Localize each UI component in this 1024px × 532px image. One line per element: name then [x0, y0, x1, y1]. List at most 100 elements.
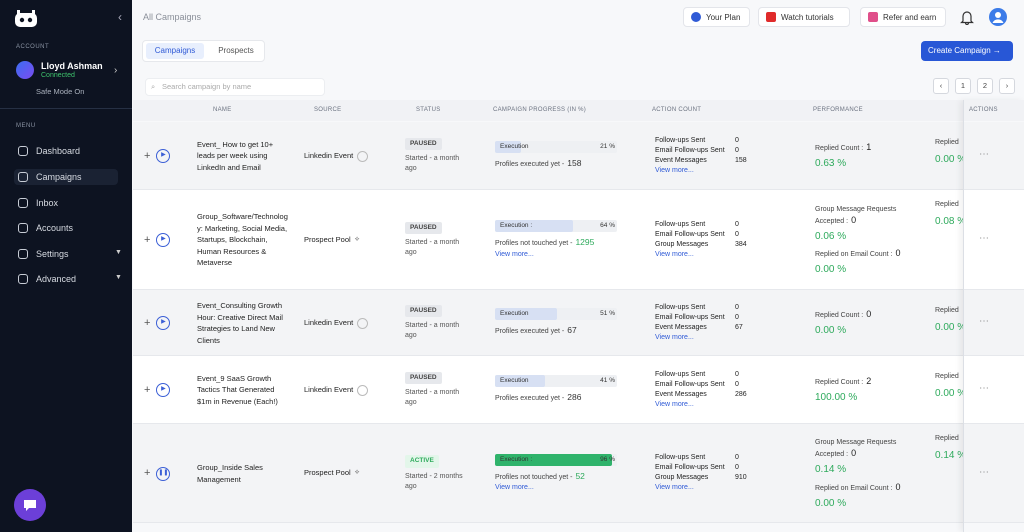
menu-item[interactable]: Advanced — [18, 274, 76, 284]
header-button[interactable]: Your Plan — [683, 7, 750, 27]
action-count-cell: Follow-ups Sent 0 Email Follow-ups Sent 0 Gr… — [655, 424, 775, 523]
table-row: + ❚❚ Group_Inside Sales Management Prospect… — [133, 424, 1024, 523]
action-label: Event Messages — [655, 156, 707, 164]
table-row: + ▶ Event_Consulting Growth Hour: Creative… — [133, 290, 1024, 356]
expand[interactable]: + — [144, 467, 151, 480]
expand[interactable]: + — [144, 149, 151, 162]
view-more[interactable]: View more... — [495, 250, 534, 258]
header-button[interactable]: Refer and earn — [860, 7, 946, 27]
action-item: Email Follow-ups Sent 0 — [655, 463, 775, 473]
progress-note-label: Profiles executed yet - — [495, 161, 565, 169]
menu-item[interactable]: Campaigns — [14, 169, 118, 185]
menu-icon — [18, 223, 28, 233]
action-item: Event Messages 286 — [655, 390, 775, 400]
performance-rate: 0.06 % — [815, 230, 847, 242]
bell[interactable] — [960, 9, 974, 25]
action-item: Follow-ups Sent 0 — [655, 453, 775, 463]
action-count: 67 — [735, 323, 743, 331]
page-number[interactable]: 1 — [955, 78, 971, 94]
action-item: Follow-ups Sent 0 — [655, 136, 775, 146]
campaign-name: Group_Inside Sales Management — [197, 463, 263, 484]
row-menu[interactable]: ⋯ — [979, 233, 989, 244]
menu-label: MENU — [16, 123, 36, 129]
menu-item[interactable]: Settings — [18, 249, 69, 259]
header-icon — [868, 12, 878, 22]
table-row: + ▶ Event_9 SaaS Growth Tactics That Gener… — [133, 356, 1024, 424]
source-label: Linkedin Event — [304, 150, 354, 160]
pause-button[interactable]: ❚❚ — [156, 466, 171, 481]
play-button[interactable]: ▶ — [156, 233, 171, 247]
action-count: 384 — [735, 240, 747, 248]
row-menu[interactable]: ⋯ — [979, 383, 989, 394]
menu-item[interactable]: Inbox — [18, 198, 58, 208]
progress-bar — [495, 375, 546, 388]
column-header: STATUS — [416, 107, 441, 113]
tab[interactable]: Prospects — [218, 46, 254, 55]
action-count: 158 — [735, 156, 747, 164]
name-cell: Group_Inside Sales Management — [197, 424, 289, 523]
progress-bar — [495, 453, 613, 466]
performance-2-label: Replied — [935, 201, 959, 208]
tab-active[interactable]: Campaigns — [146, 43, 204, 59]
action-label: Email Follow-ups Sent — [655, 230, 725, 238]
search[interactable]: ⌕ Search campaign by name — [145, 78, 325, 96]
menu-label: Campaigns — [36, 172, 82, 182]
source-label: Linkedin Event — [304, 317, 354, 327]
performance-rate: 0.00 % — [815, 264, 847, 275]
page-number[interactable]: 2 — [977, 78, 993, 94]
progress-note: Profiles executed yet -158 — [495, 158, 620, 171]
column-header: PERFORMANCE — [813, 107, 863, 113]
name-cell: Event_9 SaaS Growth Tactics That Generat… — [197, 356, 289, 424]
page-next[interactable]: › — [999, 78, 1015, 94]
view-more[interactable]: View more... — [655, 484, 694, 492]
expand[interactable]: + — [144, 233, 151, 246]
performance-2-rate: 0.00 % — [935, 387, 963, 399]
campaign-name: Group_Software/Technology: Marketing, So… — [197, 212, 288, 268]
profile-avatar[interactable] — [989, 8, 1007, 26]
performance-2-label: Replied — [935, 139, 959, 146]
source-label: Prospect Pool — [304, 468, 351, 478]
view-more[interactable]: View more... — [655, 250, 694, 258]
source: Prospect Pool ⟡ — [304, 235, 399, 246]
action-count: 0 — [735, 303, 739, 311]
performance-label-text: Replied Count : — [815, 145, 864, 153]
action-item: Email Follow-ups Sent 0 — [655, 313, 775, 323]
row-menu[interactable]: ⋯ — [979, 466, 989, 478]
view-more[interactable]: View more... — [655, 333, 694, 341]
expand[interactable]: + — [144, 383, 151, 396]
row-controls: + ▶ — [144, 356, 184, 424]
action-count: 0 — [735, 313, 739, 321]
performance-label-text: Replied Count : — [815, 312, 864, 320]
progress-track: Execution 51 % — [495, 308, 617, 321]
play-button[interactable]: ▶ — [156, 316, 171, 330]
collapse[interactable]: ‹ — [118, 10, 122, 24]
expand[interactable]: + — [144, 316, 151, 329]
menu-item[interactable]: Dashboard — [18, 146, 80, 156]
account-arrow[interactable]: › — [114, 65, 118, 76]
progress-note: Profiles executed yet -67 — [495, 325, 620, 338]
play-button[interactable]: ▶ — [156, 149, 171, 163]
menu-icon — [18, 274, 28, 284]
performance-2-cell: Replied 0.00 % — [935, 356, 963, 424]
row-menu[interactable]: ⋯ — [979, 316, 989, 327]
progress-cell: Execution 51 % Profiles executed yet -67 — [495, 290, 620, 356]
menu-label: Settings — [36, 249, 69, 259]
page-prev[interactable]: ‹ — [933, 78, 949, 94]
performance-label: Replied Count :1 — [815, 142, 915, 154]
row-menu[interactable]: ⋯ — [979, 149, 989, 160]
progress-label: Execution — [500, 310, 529, 318]
menu-item[interactable]: Accounts — [18, 223, 73, 233]
play-button[interactable]: ▶ — [156, 383, 171, 397]
view-more[interactable]: View more... — [655, 166, 694, 174]
create-campaign[interactable]: Create Campaign → — [921, 41, 1013, 61]
performance-value: 2 — [866, 376, 872, 387]
started: Started - a month ago — [405, 155, 460, 173]
progress-count: 52 — [575, 470, 585, 481]
chat-button[interactable] — [14, 489, 46, 521]
action-item: Group Messages 384 — [655, 240, 775, 250]
view-more[interactable]: View more... — [495, 484, 534, 491]
progress-note-label: Profiles not touched yet - — [495, 473, 573, 481]
view-more[interactable]: View more... — [655, 400, 694, 408]
action-label: Email Follow-ups Sent — [655, 313, 725, 321]
header-button[interactable]: Watch tutorials — [758, 7, 850, 27]
